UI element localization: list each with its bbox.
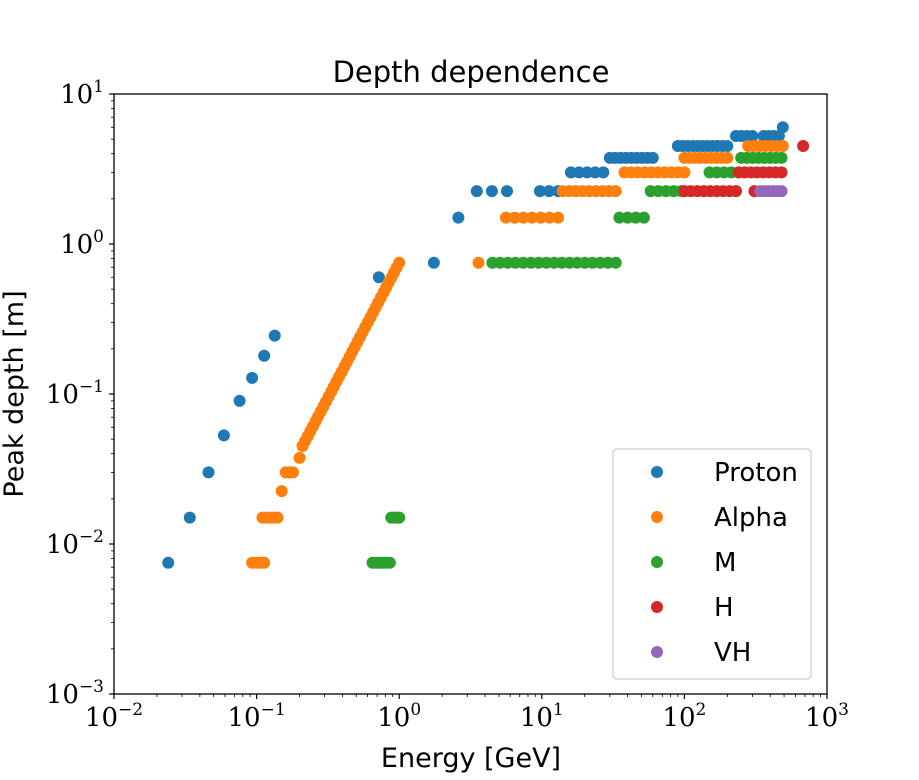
point-m bbox=[393, 511, 406, 524]
point-m bbox=[609, 256, 622, 269]
point-alpha bbox=[776, 140, 789, 153]
legend-marker-h bbox=[651, 601, 663, 613]
point-alpha bbox=[552, 211, 565, 224]
point-alpha bbox=[287, 466, 299, 479]
point-h bbox=[729, 185, 742, 198]
point-alpha bbox=[678, 166, 691, 179]
point-m bbox=[637, 211, 650, 224]
x-tick-label: 100 bbox=[377, 700, 421, 733]
point-proton bbox=[183, 511, 196, 524]
y-tick-label: 100 bbox=[60, 227, 104, 260]
point-m bbox=[383, 556, 396, 569]
point-alpha bbox=[517, 211, 530, 224]
legend-label-m: M bbox=[714, 548, 736, 578]
point-proton bbox=[500, 185, 513, 198]
legend-label-proton: Proton bbox=[714, 458, 798, 488]
point-alpha bbox=[609, 185, 622, 198]
y-tick-label: 10−1 bbox=[46, 377, 104, 410]
point-proton bbox=[372, 271, 385, 284]
x-tick-label: 10−2 bbox=[85, 700, 143, 733]
point-proton bbox=[746, 129, 759, 142]
point-proton bbox=[162, 556, 175, 569]
legend-marker-alpha bbox=[651, 511, 663, 523]
point-alpha bbox=[258, 556, 271, 569]
point-proton bbox=[268, 329, 281, 342]
legend-label-alpha: Alpha bbox=[714, 503, 788, 533]
point-proton bbox=[533, 185, 546, 198]
y-tick-label: 101 bbox=[60, 77, 104, 110]
legend: Proton Alpha MH VH bbox=[612, 448, 812, 680]
point-proton bbox=[258, 349, 271, 362]
point-h bbox=[775, 166, 788, 179]
point-proton bbox=[217, 429, 230, 442]
point-proton bbox=[776, 121, 789, 134]
y-tick-label: 10−3 bbox=[46, 677, 104, 710]
point-alpha bbox=[275, 485, 288, 498]
chart-title: Depth dependence bbox=[333, 55, 610, 89]
point-alpha bbox=[499, 211, 512, 224]
legend-box bbox=[612, 448, 812, 680]
x-tick-label: 102 bbox=[662, 700, 706, 733]
point-alpha bbox=[534, 211, 547, 224]
point-proton bbox=[470, 185, 483, 198]
legend-marker-proton bbox=[651, 466, 663, 478]
point-proton bbox=[452, 211, 465, 224]
point-alpha bbox=[472, 256, 485, 269]
point-alpha bbox=[543, 211, 556, 224]
x-tick-label: 103 bbox=[805, 700, 849, 733]
x-tick-label: 101 bbox=[520, 700, 564, 733]
legend-marker-m bbox=[651, 556, 663, 568]
x-axis-label: Energy [GeV] bbox=[381, 743, 561, 774]
point-proton bbox=[246, 371, 259, 384]
point-alpha bbox=[721, 151, 734, 164]
y-axis-label: Peak depth [m] bbox=[0, 290, 30, 497]
point-alpha bbox=[293, 451, 306, 464]
point-proton bbox=[721, 140, 734, 153]
x-tick-label: 10−1 bbox=[228, 700, 286, 733]
point-alpha bbox=[271, 511, 284, 524]
point-proton bbox=[485, 185, 498, 198]
legend-marker-vh bbox=[651, 646, 663, 658]
point-proton bbox=[542, 185, 555, 198]
point-m bbox=[775, 151, 788, 164]
point-proton bbox=[202, 466, 215, 479]
point-proton bbox=[427, 256, 440, 269]
point-alpha bbox=[508, 211, 521, 224]
point-vh bbox=[775, 185, 788, 198]
y-tick-label: 10−2 bbox=[46, 527, 104, 560]
point-proton bbox=[233, 394, 246, 407]
point-alpha bbox=[525, 211, 538, 224]
legend-label-h: H bbox=[714, 593, 734, 623]
legend-label-vh: VH bbox=[714, 638, 751, 668]
point-h bbox=[797, 140, 810, 153]
point-proton bbox=[646, 151, 659, 164]
point-proton bbox=[597, 166, 610, 179]
point-alpha bbox=[393, 256, 406, 269]
data-points bbox=[162, 121, 810, 569]
